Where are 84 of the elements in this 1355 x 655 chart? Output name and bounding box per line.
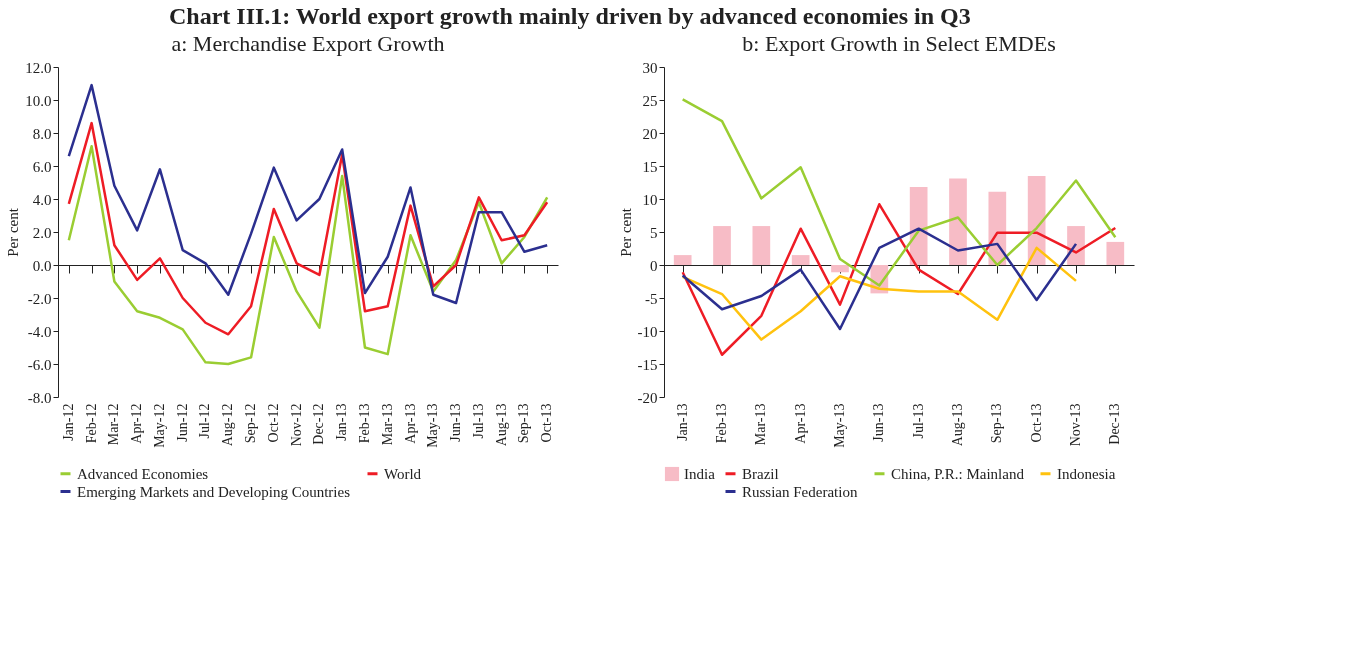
y-tick-label: 2.0 [32, 224, 52, 241]
y-tick-label: -5 [645, 290, 658, 307]
line-series [681, 227, 1078, 331]
x-tick-label: Nov-12 [288, 403, 304, 447]
x-tick-label: Aug-13 [950, 403, 965, 447]
chart-title: b: Export Growth in Select EMDEs [742, 31, 1056, 56]
x-tick-label: Feb-13 [356, 403, 372, 444]
x-tick-label: Aug-13 [493, 403, 509, 447]
x-tick-label: Apr-12 [129, 403, 145, 444]
y-tick-label: -2.0 [27, 290, 52, 307]
y-tick-label: 30 [642, 59, 658, 76]
y-tick-label: 15 [642, 158, 658, 175]
x-tick-label: Apr-13 [402, 403, 418, 444]
bar [752, 226, 771, 265]
x-tick-label: Dec-12 [311, 403, 327, 445]
line-series [681, 203, 1117, 357]
bar [1106, 241, 1125, 265]
x-tick-label: Jul-13 [910, 403, 926, 439]
y-tick-label: 0.0 [32, 257, 52, 274]
x-tick-label: Jun-13 [448, 403, 464, 442]
y-tick-label: -20 [637, 389, 658, 406]
chart-title: a: Merchandise Export Growth [171, 31, 445, 56]
x-tick-label: Oct-12 [265, 403, 281, 443]
bar [713, 226, 731, 265]
x-tick-label: Feb-13 [714, 403, 730, 444]
legend-label: Advanced Economies [77, 465, 209, 482]
y-tick-label: 25 [642, 92, 658, 109]
bar [791, 255, 810, 265]
x-tick-label: Jul-12 [197, 403, 213, 439]
y-tick-label: -6.0 [27, 356, 52, 373]
y-axis-title: Per cent [5, 207, 22, 257]
y-tick-label: 20 [642, 125, 658, 142]
x-tick-label: May-13 [832, 403, 847, 448]
y-tick-label: -10 [637, 323, 658, 340]
x-tick-label: Oct-13 [539, 403, 555, 443]
x-tick-label: Mar-13 [379, 403, 395, 446]
x-tick-label: Oct-13 [1028, 403, 1044, 443]
x-tick-label: Dec-13 [1107, 403, 1123, 445]
line-series [67, 83, 549, 305]
line-series [67, 144, 549, 366]
x-tick-label: Sep-13 [989, 403, 1005, 444]
legend-label: World [384, 465, 422, 482]
x-tick-label: Jun-13 [871, 403, 887, 442]
x-tick-label: Aug-12 [220, 403, 236, 447]
x-tick-label: Jan-12 [60, 403, 76, 441]
y-tick-label: 6.0 [32, 158, 52, 175]
bar [949, 178, 967, 265]
x-tick-label: Nov-13 [1067, 403, 1083, 447]
y-tick-label: 8.0 [32, 125, 52, 142]
y-tick-label: -4.0 [27, 323, 52, 340]
x-tick-label: Jun-12 [174, 403, 190, 442]
y-tick-label: -15 [637, 356, 658, 373]
x-tick-label: Sep-13 [516, 403, 532, 444]
legend-label: Brazil [742, 465, 779, 482]
bar [673, 255, 692, 265]
legend-label: Indonesia [1057, 465, 1116, 482]
y-tick-label: 12.0 [25, 59, 52, 76]
y-tick-label: 10 [642, 191, 658, 208]
text: Chart III.1: World export growth mainly driven by advanced economies in Q3 [168, 3, 971, 29]
x-tick-label: May-12 [151, 403, 167, 448]
y-tick-label: 10.0 [25, 92, 52, 109]
x-tick-label: Mar-12 [106, 403, 122, 446]
line-series [681, 246, 1078, 341]
x-tick-label: Mar-13 [753, 403, 769, 446]
y-tick-label: -8.0 [27, 389, 52, 406]
legend-label: China, P.R.: Mainland [891, 465, 1025, 482]
bar [831, 265, 849, 273]
line-series [67, 121, 549, 336]
line-series [681, 98, 1117, 287]
x-tick-label: Sep-12 [243, 403, 259, 444]
x-tick-label: Jan-13 [334, 403, 350, 441]
x-tick-label: Jul-13 [470, 403, 486, 439]
y-tick-label: 0 [650, 257, 658, 274]
y-tick-label: 5 [650, 224, 658, 241]
x-tick-label: Feb-12 [83, 403, 99, 444]
x-tick-label: Jan-13 [674, 403, 690, 441]
legend-label: Russian Federation [742, 483, 858, 500]
y-axis-title: Per cent [617, 207, 634, 257]
bar [909, 187, 928, 265]
x-tick-label: May-13 [425, 403, 441, 448]
legend-label: Emerging Markets and Developing Countries [77, 483, 351, 500]
x-tick-label: Apr-13 [792, 403, 808, 444]
legend-label: India [684, 466, 716, 482]
y-tick-label: 4.0 [32, 191, 52, 208]
